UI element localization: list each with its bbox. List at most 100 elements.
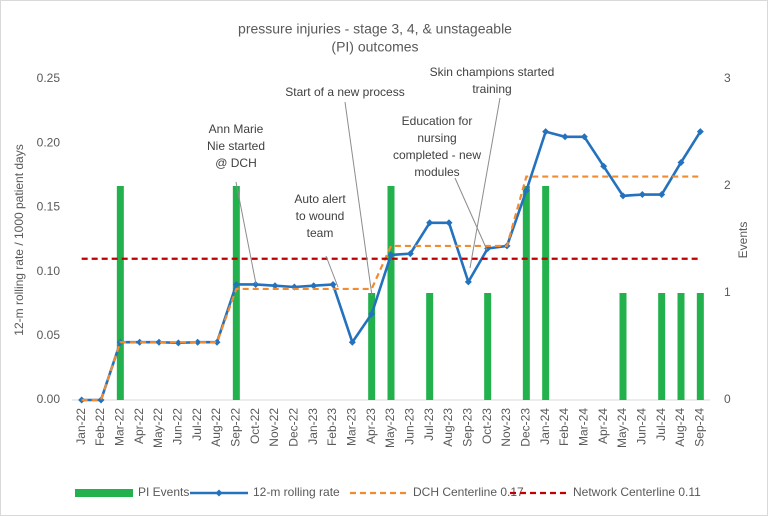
marker: [464, 278, 472, 286]
annotation: team: [307, 226, 334, 240]
bar: [232, 186, 240, 400]
marker: [561, 133, 569, 141]
annotation-leader: [325, 255, 339, 288]
annotation: Start of a new process: [285, 85, 404, 99]
x-tick-label: Jul-22: [190, 408, 204, 441]
x-tick-label: Aug-24: [673, 408, 687, 447]
x-tick-label: Sep-23: [461, 408, 475, 447]
legend-label: 12-m rolling rate: [253, 485, 340, 499]
marker: [658, 191, 666, 199]
marker: [348, 338, 356, 346]
marker: [155, 338, 163, 346]
x-tick-label: Nov-23: [499, 408, 513, 447]
marker: [542, 128, 550, 136]
y2-tick-label: 3: [724, 71, 731, 85]
annotation: Nie started: [207, 139, 265, 153]
y-tick-label: 0.15: [37, 200, 61, 214]
annotation: training: [472, 82, 511, 96]
annotation-leader: [235, 181, 257, 285]
annotation: nursing: [417, 131, 456, 145]
x-tick-label: Jul-23: [422, 408, 436, 441]
x-tick-label: Jan-24: [538, 408, 552, 445]
y2-tick-label: 0: [724, 392, 731, 406]
x-tick-label: Sep-22: [229, 408, 243, 447]
marker: [97, 396, 105, 404]
marker: [329, 280, 337, 288]
x-tick-label: Feb-22: [93, 408, 107, 446]
marker: [638, 191, 646, 199]
marker: [232, 280, 240, 288]
bar: [542, 186, 550, 400]
y-tick-label: 0.10: [37, 264, 61, 278]
x-tick-label: Feb-23: [325, 408, 339, 446]
bar: [677, 293, 685, 400]
marker: [194, 338, 202, 346]
bar: [619, 293, 627, 400]
x-tick-label: Jun-23: [403, 408, 417, 445]
y2-tick-label: 2: [724, 178, 731, 192]
x-tick-label: May-22: [151, 408, 165, 448]
x-tick-label: Aug-23: [441, 408, 455, 447]
bar: [484, 293, 492, 400]
x-tick-label: Apr-23: [364, 408, 378, 444]
marker: [252, 280, 260, 288]
y2-axis-label: Events: [736, 222, 750, 259]
marker: [174, 339, 182, 347]
marker: [310, 282, 318, 290]
x-tick-label: Jun-22: [171, 408, 185, 445]
legend-label: DCH Centerline 0.17: [413, 485, 524, 499]
annotation-leader: [454, 177, 488, 251]
annotation-leader: [344, 101, 373, 297]
x-tick-label: Apr-22: [132, 408, 146, 444]
x-tick-label: Sep-24: [693, 408, 707, 447]
legend-label: Network Centerline 0.11: [573, 485, 701, 499]
bar: [696, 293, 704, 400]
x-tick-label: Nov-22: [267, 408, 281, 447]
annotation-leader: [469, 97, 501, 269]
x-tick-label: Apr-24: [596, 408, 610, 444]
y-axis-label: 12-m rolling rate / 1000 patient days: [12, 144, 26, 335]
marker: [619, 192, 627, 200]
chart-title: (PI) outcomes: [331, 39, 418, 55]
x-tick-label: May-23: [383, 408, 397, 448]
marker: [426, 219, 434, 227]
marker: [213, 338, 221, 346]
x-tick-label: Dec-22: [287, 408, 301, 447]
x-tick-label: Oct-22: [248, 408, 262, 444]
annotation: modules: [414, 165, 459, 179]
bar: [387, 186, 395, 400]
x-tick-label: Dec-23: [519, 408, 533, 447]
x-tick-label: Jun-24: [635, 408, 649, 445]
marker: [368, 310, 376, 318]
legend-marker: [215, 489, 223, 497]
x-tick-label: May-24: [615, 408, 629, 448]
x-tick-label: Jan-23: [306, 408, 320, 445]
annotation: @ DCH: [215, 156, 257, 170]
marker: [696, 128, 704, 136]
marker: [271, 282, 279, 290]
y-tick-label: 0.20: [37, 135, 61, 149]
x-tick-label: Oct-23: [480, 408, 494, 444]
annotation: Skin champions started: [430, 65, 555, 79]
marker: [522, 187, 530, 195]
x-tick-label: Aug-22: [209, 408, 223, 447]
marker: [677, 158, 685, 166]
line: [81, 175, 701, 402]
annotation: completed - new: [393, 148, 481, 162]
x-tick-label: Feb-24: [557, 408, 571, 446]
legend-swatch: [75, 489, 133, 497]
y2-tick-label: 1: [724, 285, 731, 299]
bar: [426, 293, 434, 400]
marker: [580, 133, 588, 141]
annotation: Auto alert: [294, 192, 346, 206]
annotation: Education for: [402, 114, 473, 128]
bar: [658, 293, 666, 400]
bar: [368, 293, 376, 400]
y-tick-label: 0.25: [37, 71, 61, 85]
bar: [522, 186, 530, 400]
marker: [387, 251, 395, 259]
annotation: to wound: [296, 209, 345, 223]
marker: [406, 250, 414, 258]
marker: [445, 219, 453, 227]
